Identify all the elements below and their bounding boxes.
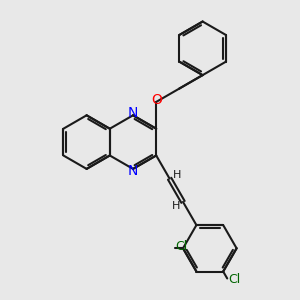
Text: H: H — [172, 170, 181, 180]
Text: Cl: Cl — [228, 273, 240, 286]
Text: N: N — [128, 106, 138, 120]
Text: N: N — [128, 164, 138, 178]
Text: H: H — [172, 201, 180, 211]
Text: O: O — [151, 93, 162, 107]
Text: Cl: Cl — [176, 241, 188, 254]
